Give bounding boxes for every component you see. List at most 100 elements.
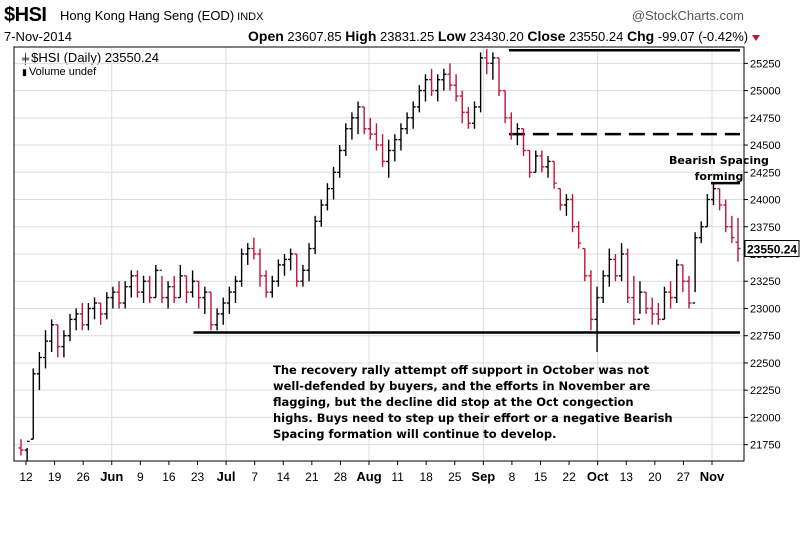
ohlc-bar xyxy=(447,63,453,91)
x-tick-label: 27 xyxy=(677,470,691,484)
y-tick-label: 23000 xyxy=(750,303,781,315)
y-tick-label: 24750 xyxy=(750,113,781,125)
ohlc-bar xyxy=(331,166,337,200)
ohlc-bar xyxy=(251,237,257,260)
y-tick-label: 22000 xyxy=(750,412,781,424)
x-tick-label: Aug xyxy=(356,469,381,484)
ohlc-bar xyxy=(551,160,557,189)
ohlc-bar xyxy=(410,101,416,129)
ohlc-bar xyxy=(508,112,514,140)
open-value: 23607.85 xyxy=(287,29,342,44)
symbol-label: $HSI xyxy=(4,4,47,26)
ohlc-bar xyxy=(478,52,484,113)
ohlc-bar xyxy=(349,112,355,140)
ohlc-bar xyxy=(637,281,643,321)
x-tick-label: 12 xyxy=(19,470,33,484)
ohlc-bar xyxy=(710,183,716,205)
chg-value: -99.07 (-0.42%) xyxy=(657,29,749,44)
ohlc-bar xyxy=(18,439,24,456)
ohlc-bar xyxy=(165,281,171,309)
y-tick-label: 25000 xyxy=(750,86,781,98)
ohlc-bar xyxy=(122,281,128,309)
y-tick-label: 24000 xyxy=(750,195,781,207)
ohlc-bar xyxy=(570,194,576,233)
ohlc-bar xyxy=(282,254,288,276)
trend-lines xyxy=(193,49,740,334)
ohlc-bar xyxy=(269,275,275,298)
bearish-spacing-line1: Bearish Spacing xyxy=(669,154,769,167)
ohlc-bar xyxy=(668,281,674,309)
ohlc-bar xyxy=(263,270,269,298)
ohlc-bar xyxy=(355,101,361,135)
ohlc-bar xyxy=(692,232,698,304)
ohlc-bar xyxy=(717,187,723,211)
ohlc-bar xyxy=(373,123,379,151)
x-tick-label: 13 xyxy=(620,470,634,484)
high-label: High xyxy=(345,28,377,44)
volume-legend-text: Volume undef xyxy=(28,66,97,78)
exchange-label: INDX xyxy=(237,11,264,23)
ohlc-bar xyxy=(380,134,386,167)
down-arrow-icon xyxy=(752,34,761,41)
ohlc-bar xyxy=(177,264,183,299)
ohlc-bars xyxy=(18,49,741,461)
x-tick-label: 21 xyxy=(305,470,319,484)
ohlc-bar xyxy=(245,243,251,265)
ohlc-bar xyxy=(490,52,496,80)
ohlc-bar xyxy=(521,128,527,156)
ohlc-bar xyxy=(239,248,245,287)
x-tick-label: Sep xyxy=(471,469,495,484)
y-tick-label: 21750 xyxy=(750,440,781,452)
volume-bar-icon: ▮ xyxy=(22,67,27,77)
low-label: Low xyxy=(437,28,466,44)
x-tick-label: 28 xyxy=(334,470,348,484)
x-tick-label: 23 xyxy=(191,470,205,484)
ohlc-bar xyxy=(588,270,594,331)
ohlc-bar xyxy=(312,215,318,254)
ohlc-bar xyxy=(422,74,428,102)
instrument-name-text: Hong Kong Hang Seng (EOD) xyxy=(60,8,235,23)
x-tick-label: 14 xyxy=(277,470,291,484)
ohlc-bar xyxy=(116,281,122,309)
ohlc-bar xyxy=(214,308,220,331)
bearish-spacing-line2: forming xyxy=(694,170,744,183)
x-tick-label: 18 xyxy=(419,470,433,484)
ohlc-bar xyxy=(128,270,134,298)
ohlc-bar xyxy=(171,275,177,304)
brand-logo[interactable]: @StockCharts.com xyxy=(631,8,744,23)
ohlc-bar xyxy=(533,150,539,173)
ohlc-bar xyxy=(24,440,30,461)
ohlc-bar xyxy=(631,275,637,325)
ohlc-bar xyxy=(324,183,330,211)
ohlc-bar xyxy=(563,194,569,216)
x-tick-label: 20 xyxy=(648,470,662,484)
high-value: 23831.25 xyxy=(380,29,435,44)
ohlc-readout: Open 23607.85 High 23831.25 Low 23430.20… xyxy=(248,28,761,44)
ohlc-bar xyxy=(471,101,477,129)
ohlc-bar xyxy=(527,149,533,178)
ohlc-bar xyxy=(294,253,300,287)
ohlc-bar xyxy=(98,302,104,325)
ohlc-bar xyxy=(220,297,226,325)
ohlc-bar xyxy=(232,275,238,304)
ohlc-bar xyxy=(183,275,189,304)
y-tick-label: 25250 xyxy=(750,58,781,70)
ohlc-bar xyxy=(79,303,85,331)
y-tick-label: 23250 xyxy=(750,276,781,288)
ohlc-bar xyxy=(612,254,618,282)
ohlc-bar xyxy=(729,215,735,244)
x-axis: 12 19 26 Jun 9 16 23 Jul 7 14 21 28 Aug 11 18 25 Sep 8 15 2… xyxy=(19,461,725,484)
ohlc-bar xyxy=(85,303,91,331)
ohlc-bar xyxy=(337,145,343,178)
ohlc-bar xyxy=(429,68,435,97)
ohlc-bar xyxy=(435,74,441,102)
y-tick-label: 22500 xyxy=(750,358,781,370)
ohlc-bar xyxy=(674,259,680,304)
ohlc-bar xyxy=(723,199,729,233)
ohlc-bar xyxy=(104,292,110,320)
ohlc-bar xyxy=(153,264,159,299)
ohlc-bar xyxy=(300,264,306,287)
ohlc-bar xyxy=(619,243,625,282)
ohlc-bar xyxy=(49,319,55,353)
